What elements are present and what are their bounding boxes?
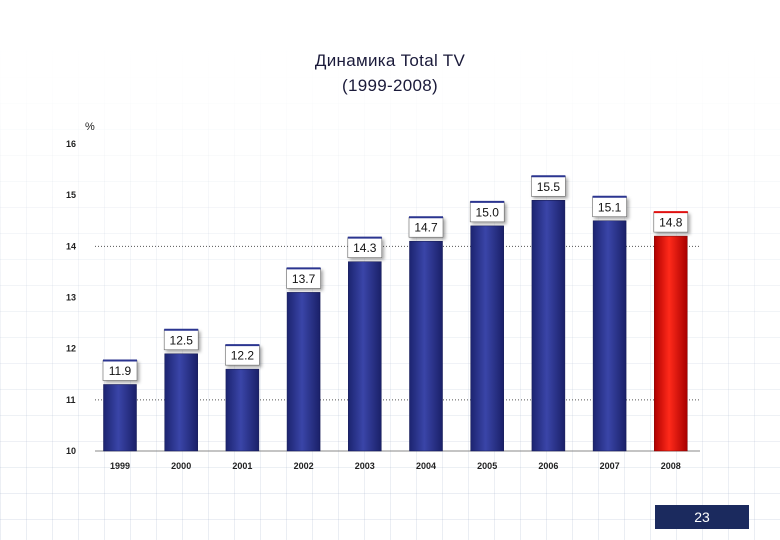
bar-2002 — [286, 292, 321, 452]
data-label: 14.3 — [353, 241, 377, 255]
data-label: 15.5 — [537, 180, 561, 194]
background-fade — [0, 0, 780, 200]
bar-2006 — [531, 200, 566, 452]
y-tick-label: 16 — [66, 139, 76, 149]
x-tick-label: 2002 — [294, 461, 314, 471]
x-tick-label: 2004 — [416, 461, 436, 471]
bar-2000 — [164, 353, 198, 452]
data-label: 14.8 — [659, 216, 683, 230]
y-tick-label: 14 — [66, 241, 76, 251]
chart-title: Динамика Total TV — [314, 51, 466, 70]
y-tick-label: 15 — [66, 190, 76, 200]
data-label: 11.9 — [109, 364, 132, 378]
x-tick-label: 2008 — [661, 461, 681, 471]
data-label: 12.5 — [170, 333, 194, 347]
x-tick-label: 2007 — [600, 461, 620, 471]
bar-1999 — [103, 384, 137, 452]
y-tick-label: 12 — [66, 344, 76, 354]
bar-2004 — [409, 240, 443, 452]
x-tick-label: 2000 — [171, 461, 191, 471]
x-tick-label: 2003 — [355, 461, 375, 471]
x-tick-label: 1999 — [110, 461, 130, 471]
y-tick-label: 13 — [66, 293, 76, 303]
bar-2005 — [470, 225, 504, 452]
data-label: 14.7 — [414, 221, 438, 235]
data-label: 12.2 — [231, 349, 255, 363]
data-label: 15.0 — [476, 205, 500, 219]
bar-2001 — [225, 368, 260, 452]
data-label: 13.7 — [292, 272, 316, 286]
bar-2003 — [348, 261, 382, 452]
data-label: 15.1 — [598, 200, 622, 214]
page-number-badge: 23 — [655, 505, 749, 529]
y-tick-label: 11 — [66, 395, 76, 405]
bar-2007 — [592, 220, 627, 452]
bar-2008 — [654, 235, 688, 452]
x-tick-label: 2006 — [538, 461, 558, 471]
chart-subtitle: (1999-2008) — [342, 76, 438, 95]
x-tick-label: 2001 — [232, 461, 252, 471]
x-tick-label: 2005 — [477, 461, 497, 471]
y-tick-label: 10 — [66, 446, 76, 456]
y-axis-label: % — [85, 121, 95, 133]
